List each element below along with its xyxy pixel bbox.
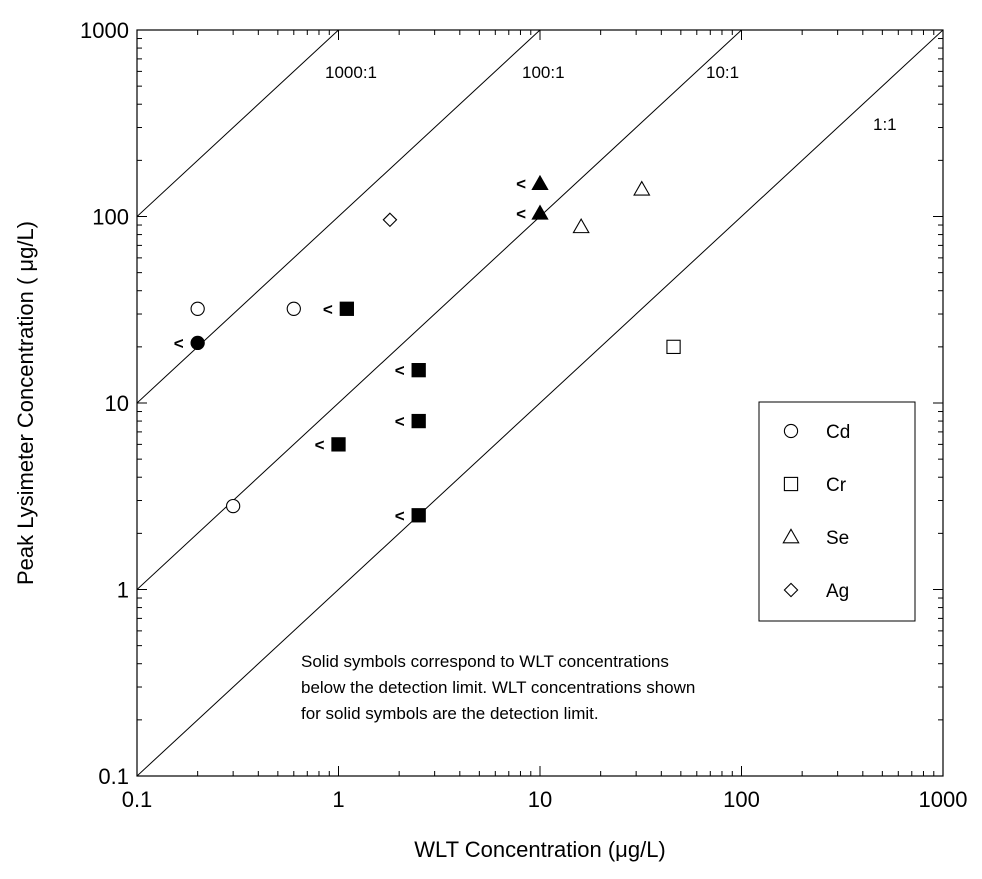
ratio-label: 1000:1	[325, 63, 377, 82]
marker-cd	[286, 301, 301, 316]
ratio-label: 1:1	[873, 115, 897, 134]
data-markers: < < < < < < < <	[174, 174, 681, 525]
annotation-line: below the detection limit. WLT concentra…	[301, 678, 695, 697]
x-tick-label: 100	[723, 787, 760, 812]
legend-marker-se	[782, 528, 800, 544]
annotation-note: Solid symbols correspond to WLT concentr…	[301, 652, 695, 723]
marker-cr	[331, 437, 346, 452]
annotation-line: for solid symbols are the detection limi…	[301, 704, 599, 723]
below-detection-label: <	[395, 506, 405, 525]
legend-box	[758, 401, 916, 622]
marker-cr	[411, 508, 426, 523]
tick-labels: 0.1 1 10 100 1000 0.1 1 10 100 1000	[80, 18, 967, 812]
legend-label-se: Se	[826, 528, 849, 549]
legend-marker-cr	[783, 476, 799, 492]
ratio-label: 10:1	[706, 63, 739, 82]
ratio-line-100-1	[137, 30, 541, 404]
below-detection-label: <	[395, 412, 405, 431]
legend-marker-cd	[783, 423, 799, 439]
axis-ticks	[136, 29, 944, 777]
legend-label-ag: Ag	[826, 581, 849, 602]
below-detection-label: <	[516, 175, 526, 194]
annotation-line: Solid symbols correspond to WLT concentr…	[301, 652, 669, 671]
legend-marker-ag	[783, 582, 799, 598]
marker-se	[531, 174, 549, 190]
marker-cd	[190, 335, 205, 351]
below-detection-label: <	[174, 334, 184, 353]
y-tick-label: 1	[117, 578, 129, 603]
marker-cr	[339, 301, 354, 316]
y-tick-label: 10	[105, 391, 129, 416]
ratio-line-1000-1	[137, 30, 340, 217]
x-tick-label: 1000	[919, 787, 968, 812]
marker-cd	[190, 301, 205, 316]
ratio-labels: 1000:1 100:1 10:1 1:1	[325, 63, 897, 134]
x-axis-title: WLT Concentration (μg/L)	[414, 837, 666, 862]
marker-cr	[411, 363, 426, 378]
below-detection-label: <	[323, 300, 333, 319]
x-tick-label: 0.1	[122, 787, 153, 812]
x-tick-label: 1	[332, 787, 344, 812]
legend-label-cd: Cd	[826, 422, 850, 443]
ratio-label: 100:1	[522, 63, 565, 82]
marker-cr	[666, 339, 681, 355]
marker-se	[633, 180, 651, 196]
marker-se	[531, 204, 549, 220]
y-axis-title: Peak Lysimeter Concentration ( μg/L)	[13, 221, 38, 585]
marker-se	[572, 218, 590, 234]
legend-label-cr: Cr	[826, 475, 847, 496]
y-tick-label: 1000	[80, 18, 129, 43]
y-tick-label: 0.1	[98, 764, 129, 789]
ratio-line-1-1	[137, 30, 943, 776]
marker-cd	[225, 498, 241, 514]
x-tick-label: 10	[528, 787, 552, 812]
below-detection-label: <	[315, 435, 325, 454]
below-detection-label: <	[516, 204, 526, 223]
below-detection-label: <	[395, 361, 405, 380]
legend: Cd Cr Se Ag	[758, 401, 916, 622]
marker-ag	[382, 212, 398, 228]
y-tick-label: 100	[92, 205, 129, 230]
marker-cr	[411, 413, 426, 429]
